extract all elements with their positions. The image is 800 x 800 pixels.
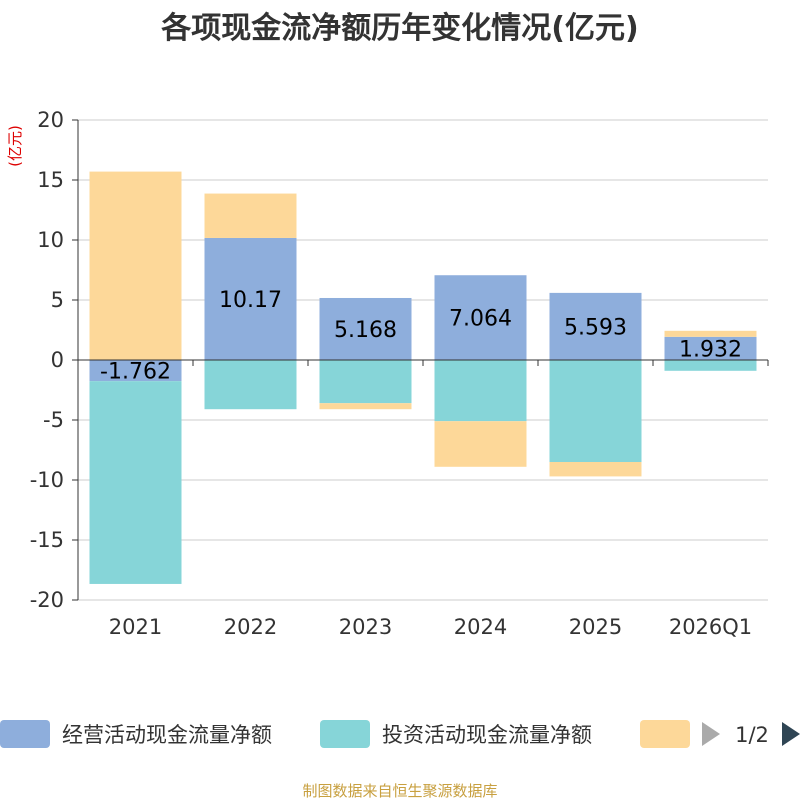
y-tick-label: -5 <box>43 408 64 432</box>
y-tick-label: 10 <box>37 228 64 252</box>
x-tick-label: 2025 <box>569 615 622 639</box>
bar-2026Q1-series-2 <box>664 330 757 337</box>
bar-2021-series-2 <box>89 171 182 360</box>
x-tick-label: 2023 <box>339 615 392 639</box>
data-source: 制图数据来自恒生聚源数据库 <box>302 782 497 800</box>
axes: 20 15 10 5 0 -5 -10 -15 -20 2021 2022 2023 2024 2025 2… <box>30 108 769 639</box>
legend-page-indicator: 1/2 <box>735 723 769 747</box>
y-tick-label: -20 <box>30 588 64 612</box>
data-label-2025: 5.593 <box>564 315 627 340</box>
y-tick-label: 0 <box>51 348 64 372</box>
bar-2024-series-2 <box>434 421 527 467</box>
bar-2022-series-1 <box>204 360 297 410</box>
y-axis-unit: (亿元) <box>6 125 24 167</box>
legend-label-0[interactable]: 经营活动现金流量净额 <box>62 723 272 747</box>
legend: 经营活动现金流量净额 投资活动现金流量净额 1/2 <box>0 720 800 748</box>
bar-2023-series-0 <box>319 297 412 360</box>
bar-2026Q1-series-0 <box>664 336 757 360</box>
legend-next-icon[interactable] <box>782 722 800 746</box>
bar-2025-series-2 <box>549 462 642 477</box>
legend-swatch-2[interactable] <box>640 720 690 748</box>
y-tick-label: 15 <box>37 168 64 192</box>
data-label-2026Q1: 1.932 <box>679 337 742 362</box>
x-tick-label: 2022 <box>224 615 277 639</box>
y-tick-label: -15 <box>30 528 64 552</box>
bar-2022-series-2 <box>204 193 297 238</box>
x-tick-label: 2024 <box>454 615 507 639</box>
bar-2021-series-1 <box>89 381 182 584</box>
bar-2025-series-0 <box>549 292 642 360</box>
bar-2026Q1-series-1 <box>664 360 757 371</box>
bars <box>89 171 757 584</box>
legend-label-1[interactable]: 投资活动现金流量净额 <box>382 723 592 747</box>
bar-2024-series-0 <box>434 275 527 360</box>
bar-2023-series-2 <box>319 403 412 410</box>
chart-title: 各项现金流净额历年变化情况(亿元) <box>160 11 638 46</box>
bar-2023-series-1 <box>319 360 412 404</box>
x-tick-label: 2021 <box>109 615 162 639</box>
bar-2022-series-0 <box>204 237 297 360</box>
legend-swatch-1[interactable] <box>320 720 370 748</box>
legend-prev-icon[interactable] <box>702 722 720 746</box>
bar-2021-series-0 <box>89 360 182 382</box>
y-tick-label: 20 <box>37 108 64 132</box>
data-label-2023: 5.168 <box>334 318 397 343</box>
legend-swatch-0[interactable] <box>0 720 50 748</box>
data-labels: -1.762 10.17 5.168 7.064 5.593 1.932 <box>100 288 742 385</box>
x-tick-label: 2026Q1 <box>669 615 752 639</box>
y-tick-label: -10 <box>30 468 64 492</box>
bar-2025-series-1 <box>549 360 642 462</box>
data-label-2024: 7.064 <box>449 307 512 332</box>
data-label-2022: 10.17 <box>219 288 282 313</box>
bar-2024-series-1 <box>434 360 527 422</box>
y-tick-label: 5 <box>51 288 64 312</box>
data-label-2021: -1.762 <box>100 360 171 385</box>
